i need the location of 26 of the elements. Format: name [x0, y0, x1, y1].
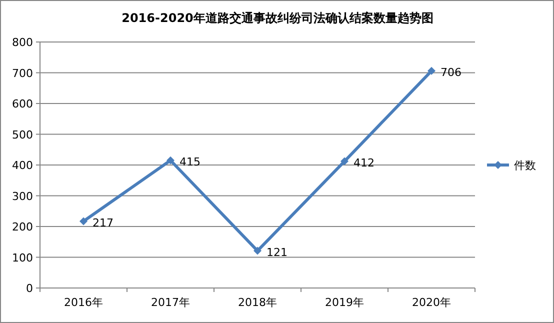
- chart-title: 2016-2020年道路交通事故纠纷司法确认结案数量趋势图: [122, 11, 434, 25]
- x-tick-label: 2019年: [325, 296, 364, 309]
- y-tick-label: 600: [12, 98, 33, 110]
- y-tick-label: 0: [26, 282, 33, 295]
- data-label: 217: [92, 216, 114, 230]
- x-tick-label: 2018年: [238, 296, 277, 309]
- data-label: 412: [354, 156, 374, 170]
- y-tick-label: 800: [12, 36, 33, 49]
- data-label: 121: [266, 246, 288, 259]
- y-tick-label: 200: [12, 220, 33, 234]
- x-tick-label: 2016年: [64, 296, 103, 309]
- y-tick-label: 300: [12, 190, 33, 203]
- point: [340, 157, 348, 166]
- y-tick-label: 400: [12, 159, 33, 172]
- x-tick-label: 2017年: [151, 296, 190, 309]
- point: [166, 156, 174, 164]
- y-tick-label: 100: [12, 251, 33, 264]
- data-label: 706: [440, 66, 462, 79]
- point: [428, 66, 436, 75]
- point: [254, 246, 262, 255]
- legend-label: 件数: [514, 159, 536, 172]
- y-tick-label: 700: [12, 66, 33, 80]
- point: [80, 217, 88, 226]
- y-tick-label: 500: [12, 128, 33, 142]
- data-label: 415: [180, 155, 200, 168]
- x-tick-label: 2020年: [412, 296, 451, 309]
